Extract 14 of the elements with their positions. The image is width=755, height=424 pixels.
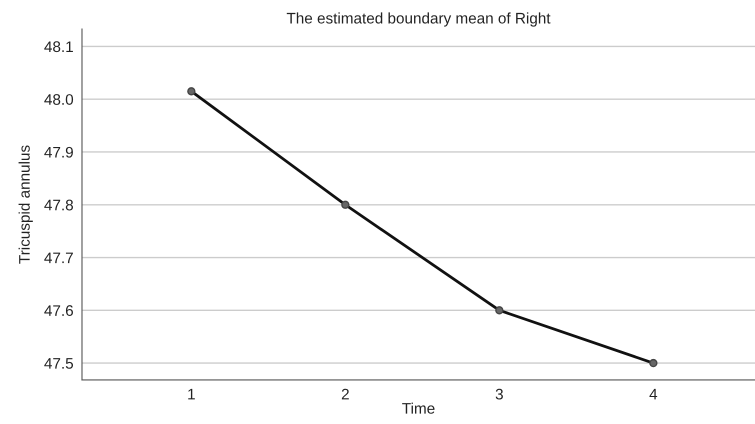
x-tick-label: 1 [188, 388, 195, 400]
y-tick-label: 47.8 [44, 200, 73, 210]
y-axis-title: Tricuspid annulus [18, 145, 33, 264]
x-tick-label: 2 [342, 388, 349, 400]
x-tick-label: 4 [649, 388, 658, 400]
y-tick-label: 47.6 [44, 305, 73, 316]
y-tick-label: 48.1 [44, 41, 73, 52]
x-axis-title: Time [402, 402, 435, 414]
chart-title: The estimated boundary mean of Right [286, 12, 550, 27]
y-tick-label: 48.0 [44, 94, 74, 105]
y-tick-label: 47.9 [44, 146, 73, 158]
y-tick-label: 47.5 [44, 358, 74, 369]
y-tick-label: 47.7 [44, 252, 73, 264]
x-tick-label: 3 [496, 388, 503, 400]
